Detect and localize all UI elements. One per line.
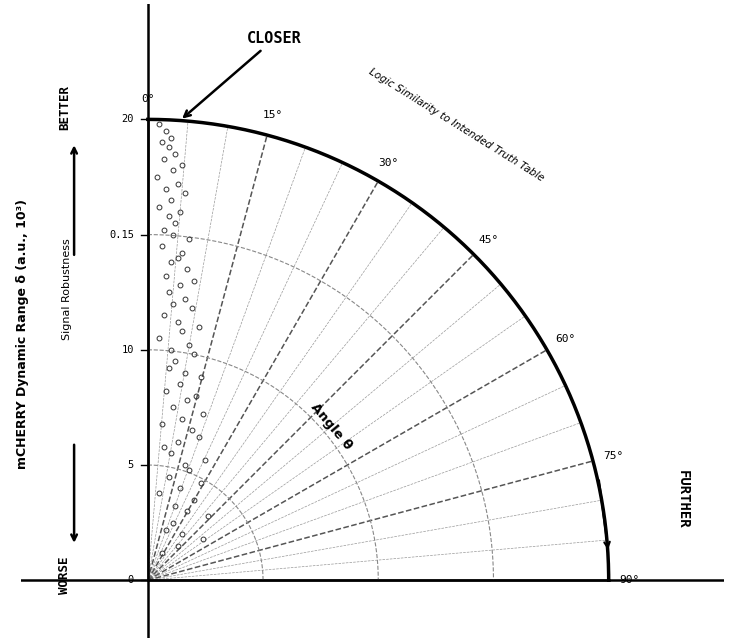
Text: mCHERRY Dynamic Range δ (a.u., 10³): mCHERRY Dynamic Range δ (a.u., 10³) — [16, 199, 29, 469]
Text: Logic Similarity to Intended Truth Table: Logic Similarity to Intended Truth Table — [367, 67, 545, 184]
Text: 60°: 60° — [555, 334, 575, 345]
Text: 90°: 90° — [619, 575, 639, 586]
Text: 20: 20 — [121, 114, 134, 125]
Text: 15°: 15° — [262, 110, 282, 120]
Text: 0°: 0° — [141, 94, 154, 103]
Text: 75°: 75° — [603, 451, 623, 460]
Text: 0: 0 — [127, 575, 134, 586]
Text: Signal Robustness: Signal Robustness — [62, 238, 72, 340]
Text: 10: 10 — [121, 345, 134, 355]
Text: BETTER: BETTER — [58, 85, 72, 130]
Text: CLOSER: CLOSER — [184, 31, 302, 117]
Text: 0.15: 0.15 — [109, 230, 134, 239]
Text: 5: 5 — [127, 460, 134, 470]
Text: 45°: 45° — [478, 235, 498, 245]
Text: WORSE: WORSE — [58, 557, 72, 594]
Text: Angle θ: Angle θ — [308, 401, 355, 452]
Text: FURTHER: FURTHER — [676, 471, 689, 529]
Text: 30°: 30° — [378, 158, 399, 168]
